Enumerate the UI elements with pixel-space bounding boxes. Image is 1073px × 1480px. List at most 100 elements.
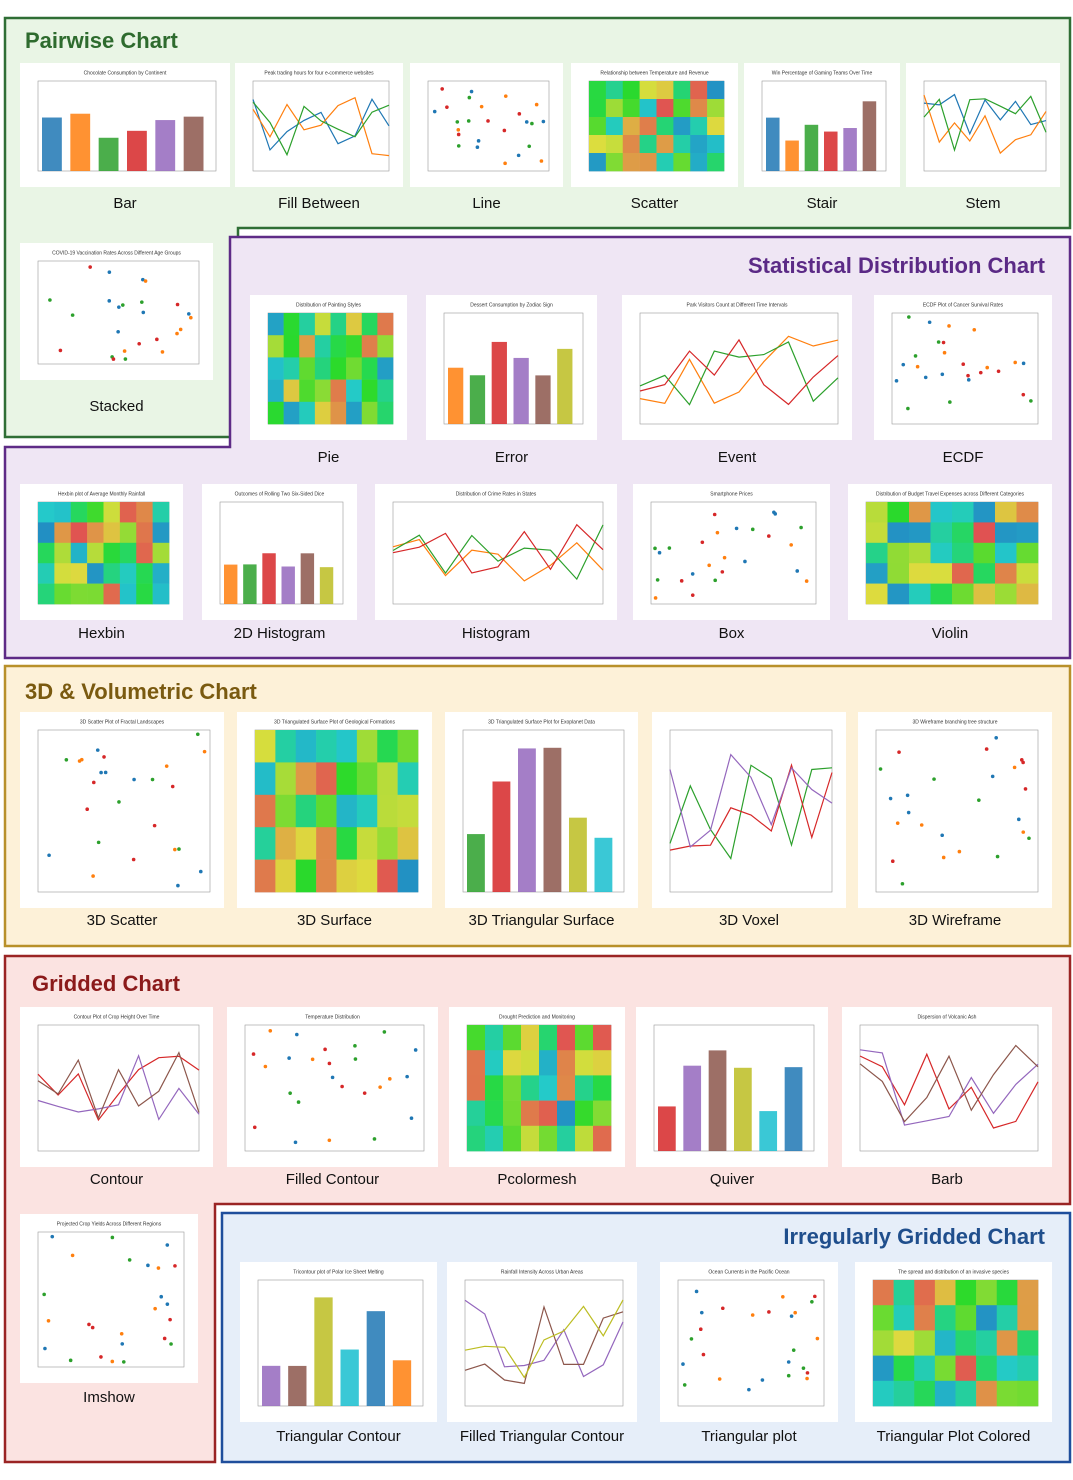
decor-dot <box>340 1084 344 1089</box>
thumbnail-frame <box>858 712 1052 908</box>
decor-dot <box>107 270 112 274</box>
thumbnail-frame <box>410 63 563 187</box>
decor-bar <box>784 1067 803 1151</box>
decor-cell <box>503 1075 522 1101</box>
decor-dot <box>996 369 1001 374</box>
decor-cell <box>557 1025 576 1051</box>
thumbnail-title: Win Percentage of Gaming Teams Over Time <box>772 70 873 76</box>
chart-thumbnail: Hexbin plot of Average Monthly Rainfall <box>20 484 183 620</box>
decor-cell <box>914 1355 936 1382</box>
decor-cell <box>539 1100 558 1127</box>
decor-cell <box>934 1305 956 1331</box>
thumbnail-title: Dessert Consumption by Zodiac Sign <box>470 302 553 308</box>
decor-bar <box>683 1065 702 1151</box>
decor-bar <box>262 1365 281 1406</box>
decor-dot <box>690 572 695 576</box>
decor-dot <box>799 525 803 530</box>
decor-cell <box>54 522 72 544</box>
decor-dot <box>176 883 180 888</box>
decor-dot <box>810 1300 814 1304</box>
thumbnail-title: Park Visitors Count at Different Time In… <box>687 302 788 308</box>
chart-label: Imshow <box>83 1389 135 1406</box>
decor-cell <box>1017 1305 1039 1331</box>
decor-cell <box>299 379 316 403</box>
decor-cell <box>316 730 337 763</box>
thumbnail-title: ECDF Plot of Cancer Survival Rates <box>923 302 1004 308</box>
decor-cell <box>485 1125 504 1152</box>
decor-cell <box>976 1380 998 1407</box>
decor-dot <box>121 1360 126 1364</box>
decor-dot <box>293 1140 298 1145</box>
decor-cell <box>103 502 121 523</box>
section-title: Statistical Distribution Chart <box>748 253 1046 278</box>
decor-cell <box>275 730 297 763</box>
decor-dot <box>1027 836 1031 841</box>
decor-dot <box>42 1292 46 1297</box>
decor-dot <box>700 540 705 545</box>
decor-dot <box>99 770 103 775</box>
decor-cell <box>485 1025 504 1051</box>
decor-cell <box>299 401 316 425</box>
chart-label: Pcolormesh <box>497 1171 576 1188</box>
decor-cell <box>283 401 300 425</box>
decor-bar <box>314 1297 333 1406</box>
decor-cell <box>866 563 888 584</box>
plot-area <box>37 1231 185 1368</box>
decor-dot <box>978 370 983 375</box>
decor-cell <box>575 1075 594 1101</box>
chart-label: Hexbin <box>78 625 125 642</box>
decor-dot <box>747 1387 751 1392</box>
thumbnail-frame <box>660 1262 838 1422</box>
decor-dot <box>653 596 658 600</box>
chart-label: Box <box>719 625 745 642</box>
decor-dot <box>750 1313 755 1317</box>
decor-cell <box>593 1025 612 1051</box>
decor-dot <box>117 800 121 804</box>
decor-bar <box>127 130 147 171</box>
decor-dot <box>990 774 995 779</box>
decor-cell <box>605 81 624 100</box>
decor-dot <box>47 853 51 858</box>
chart-thumbnail: COVID-19 Vaccination Rates Across Differ… <box>20 243 213 380</box>
decor-dot <box>966 373 970 378</box>
decor-cell <box>909 522 931 544</box>
chart-thumbnail: Tricontour plot of Polar Ice Sheet Melti… <box>240 1262 437 1422</box>
thumbnail-frame <box>20 1214 198 1383</box>
decor-cell <box>377 401 394 425</box>
decor-cell <box>119 502 137 523</box>
decor-cell <box>377 859 398 893</box>
decor-cell <box>485 1100 504 1127</box>
decor-cell <box>673 153 691 172</box>
decor-dot <box>1029 399 1033 403</box>
decor-dot <box>388 1077 392 1081</box>
chart-thumbnail: Dispersion of Volcanic Ash <box>842 1007 1052 1167</box>
decor-dot <box>141 277 145 282</box>
decor-cell <box>909 542 931 564</box>
decor-bar <box>224 564 238 604</box>
decor-cell <box>152 542 170 564</box>
decor-cell <box>38 583 55 605</box>
decor-dot <box>70 313 75 317</box>
decor-cell <box>955 1380 977 1407</box>
chart-thumbnail: The spread and distribution of an invasi… <box>855 1262 1052 1422</box>
decor-cell <box>136 502 153 523</box>
decor-cell <box>275 827 297 860</box>
decor-cell <box>361 401 378 425</box>
decor-cell <box>996 1330 1018 1356</box>
chart-label: Event <box>718 449 757 466</box>
decor-dot <box>131 857 136 862</box>
decor-dot <box>189 315 193 320</box>
decor-cell <box>346 357 363 380</box>
decor-cell <box>639 135 657 154</box>
decor-cell <box>575 1050 594 1076</box>
decor-cell <box>887 542 910 564</box>
decor-line <box>37 1055 200 1122</box>
decor-dot <box>456 132 461 137</box>
decor-dot <box>79 757 84 762</box>
decor-dot <box>296 1100 301 1104</box>
decor-cell <box>955 1330 977 1356</box>
decor-dot <box>68 1358 73 1363</box>
decor-dot <box>456 128 461 132</box>
decor-dot <box>165 1243 170 1247</box>
decor-cell <box>1017 1330 1039 1356</box>
